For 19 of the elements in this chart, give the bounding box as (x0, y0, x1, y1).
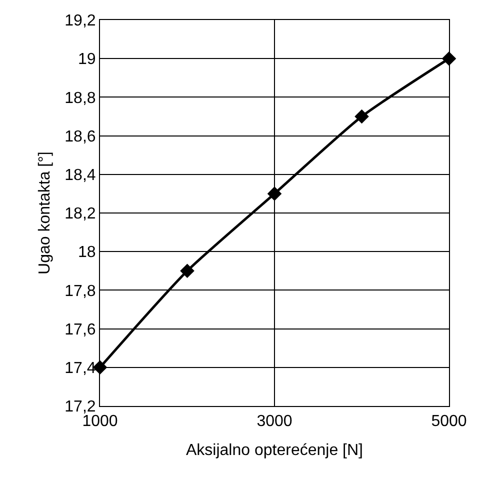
point (267, 186, 282, 201)
y-tick-label: 17,2 (64, 398, 96, 416)
y-tick-label: 18 (78, 244, 96, 262)
x-tick-label: 1000 (82, 413, 118, 430)
y-tick-label: 18,4 (64, 167, 96, 184)
y-tick-label: 19,2 (64, 12, 96, 30)
y-tick-label: 17,6 (64, 321, 96, 338)
y-tick-label: 18,6 (64, 128, 96, 146)
point (354, 109, 369, 124)
x-tick-label: 5000 (431, 413, 467, 430)
y-tick-label: 18,2 (64, 206, 96, 223)
point (180, 264, 194, 278)
y-tick-label: 17,4 (64, 360, 96, 377)
y-axis-title: Ugao kontakta [°] (36, 152, 54, 274)
x-axis-title: Aksijalno opterećenje [N] (186, 442, 363, 459)
y-tick-label: 19 (78, 51, 96, 68)
y-tick-label: 18,8 (64, 90, 96, 107)
y-tick-label: 17,8 (64, 282, 96, 300)
x-tick-label: 3000 (256, 413, 292, 430)
